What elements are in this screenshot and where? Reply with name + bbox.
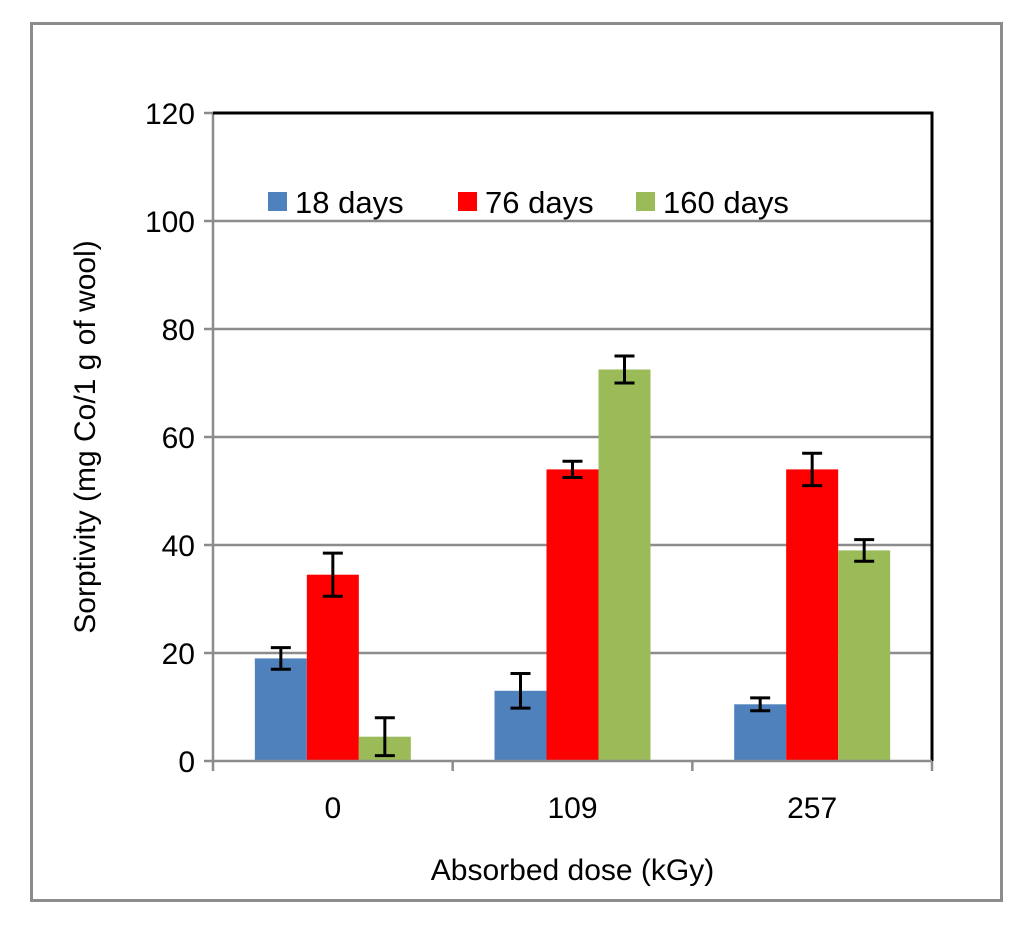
error-bar	[750, 696, 771, 713]
error-bar	[270, 646, 291, 671]
x-tick-label: 109	[547, 792, 597, 825]
bar-76-days-0	[306, 574, 359, 761]
x-tick-labels: 0 109 257	[211, 761, 934, 825]
y-tick-label: 60	[162, 422, 195, 455]
legend: 18 days 76 days 160 days	[268, 185, 789, 220]
x-axis-title: Absorbed dose (kGy)	[431, 854, 714, 887]
error-bar	[374, 716, 395, 758]
legend-swatch-160-days	[636, 192, 655, 211]
legend-swatch-18-days	[268, 192, 287, 211]
bar-76-days-109	[546, 469, 599, 761]
y-tick-label: 120	[145, 98, 195, 131]
x-tick-label: 0	[324, 792, 341, 825]
error-bar	[614, 354, 635, 385]
legend-label-18-days: 18 days	[295, 185, 404, 220]
bar-160-days-257	[838, 550, 891, 761]
error-bar	[562, 459, 583, 479]
legend-label-160-days: 160 days	[663, 185, 789, 220]
y-axis-title: Sorptivity (mg Co/1 g of wool)	[69, 240, 102, 633]
bars	[254, 369, 891, 761]
y-tick-label: 20	[162, 638, 195, 671]
error-bars	[270, 354, 875, 758]
y-tick-labels: 0 20 40 60 80 100 120	[145, 98, 213, 779]
bar-76-days-257	[786, 469, 839, 761]
bar-18-days-257	[734, 704, 787, 761]
error-bar	[322, 551, 343, 598]
bar-18-days-0	[254, 658, 307, 761]
y-tick-label: 40	[162, 530, 195, 563]
error-bar	[510, 672, 531, 710]
legend-swatch-76-days	[458, 192, 477, 211]
y-tick-label: 80	[162, 314, 195, 347]
error-bar	[854, 538, 875, 563]
y-tick-label: 0	[178, 746, 195, 779]
bar-160-days-109	[598, 369, 651, 761]
error-bar	[802, 451, 823, 488]
x-tick-label: 257	[787, 792, 837, 825]
legend-label-76-days: 76 days	[485, 185, 594, 220]
y-tick-label: 100	[145, 206, 195, 239]
